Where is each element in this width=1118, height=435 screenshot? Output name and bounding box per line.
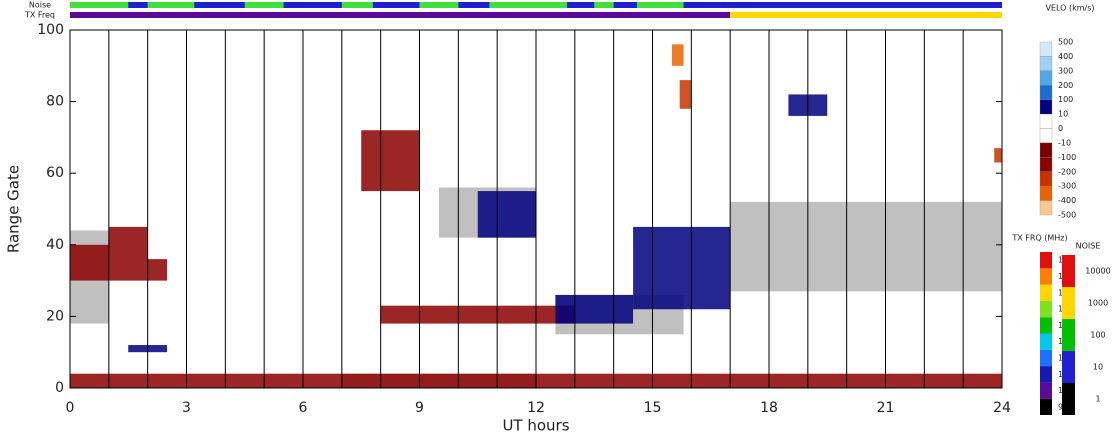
velo-tick-label: -500	[1058, 211, 1076, 220]
noise-swatch	[1062, 255, 1075, 287]
noise-highlight	[419, 2, 459, 8]
x-tick-label: 24	[993, 400, 1011, 416]
velocity-cell	[147, 259, 168, 281]
freq-swatch	[1040, 252, 1052, 269]
velo-swatch	[1039, 99, 1053, 115]
noise-tick-label: 1	[1095, 395, 1100, 404]
velo-tick-label: 200	[1058, 81, 1073, 90]
noise-bar-label: Noise	[29, 1, 51, 10]
noise-highlight	[636, 2, 684, 8]
noise-highlight	[341, 2, 373, 8]
velo-tick-label: -400	[1058, 196, 1076, 205]
x-tick-label: 18	[760, 400, 778, 416]
velo-swatch	[1039, 56, 1053, 71]
noise-swatch	[1062, 287, 1075, 319]
noise-swatch	[1062, 351, 1075, 383]
ground-scatter	[730, 201, 1002, 292]
velo-tick-label: -300	[1058, 182, 1076, 191]
noise-scale-title: NOISE	[1076, 242, 1101, 251]
freq-swatch	[1040, 333, 1052, 350]
velo-swatch	[1039, 70, 1053, 86]
noise-swatch	[1062, 383, 1075, 415]
x-tick-label: 21	[877, 400, 895, 416]
velo-swatch	[1039, 157, 1053, 172]
velo-scale-title: VELO (km/s)	[1045, 4, 1094, 13]
freq-swatch	[1040, 300, 1052, 318]
noise-swatch	[1062, 319, 1075, 351]
velo-tick-label: 100	[1058, 95, 1073, 104]
velocity-cell	[679, 80, 692, 109]
noise-highlight	[489, 2, 568, 8]
noise-tick-label: 10000	[1085, 267, 1110, 276]
noise-highlight	[147, 2, 195, 8]
x-tick-label: 3	[182, 400, 191, 416]
velo-swatch	[1039, 186, 1053, 201]
velocity-cell	[994, 148, 1002, 163]
freq-swatch	[1040, 284, 1052, 301]
velo-tick-label: 0	[1058, 124, 1063, 133]
velocity-cell	[477, 191, 536, 238]
x-tick-label: 15	[644, 400, 662, 416]
velo-swatch	[1039, 171, 1053, 187]
velo-swatch	[1039, 41, 1053, 57]
y-axis-title: Range Gate	[5, 165, 23, 253]
x-tick-label: 6	[299, 400, 308, 416]
velo-tick-label: -10	[1058, 138, 1071, 147]
noise-highlight	[594, 2, 614, 8]
y-tick-label: 40	[46, 237, 64, 253]
freq-scale-title: TX FRQ (MHz)	[1011, 234, 1067, 243]
velo-swatch	[1039, 142, 1053, 158]
freq-segment	[730, 12, 1002, 18]
velo-tick-label: 400	[1058, 52, 1073, 61]
y-tick-label: 0	[55, 380, 64, 396]
velo-tick-label: 500	[1058, 38, 1073, 47]
freq-swatch	[1040, 398, 1052, 415]
velo-swatch	[1039, 113, 1053, 129]
freq-swatch	[1040, 382, 1052, 399]
freq-swatch	[1040, 366, 1052, 383]
freq-swatch	[1040, 268, 1052, 285]
freq-swatch	[1040, 349, 1052, 367]
velocity-cell	[671, 44, 684, 66]
velo-tick-label: 300	[1058, 66, 1073, 75]
noise-tick-label: 100	[1090, 331, 1105, 340]
velocity-cell	[361, 130, 420, 192]
noise-tick-label: 10	[1093, 363, 1103, 372]
noise-tick-label: 1000	[1088, 299, 1108, 308]
velo-tick-label: 10	[1058, 110, 1068, 119]
freq-bar-label: TX Freq	[24, 11, 55, 20]
velo-swatch	[1039, 128, 1053, 144]
velocity-cell	[108, 226, 148, 281]
velo-swatch	[1039, 200, 1053, 216]
velo-swatch	[1039, 85, 1053, 100]
y-tick-label: 20	[46, 308, 64, 324]
x-tick-label: 0	[66, 400, 75, 416]
velocity-cell	[555, 294, 634, 324]
noise-highlight	[244, 2, 284, 8]
freq-swatch	[1040, 317, 1052, 334]
x-tick-label: 9	[415, 400, 424, 416]
noise-highlight	[70, 2, 129, 8]
y-tick-label: 80	[46, 94, 64, 110]
freq-segment	[70, 12, 731, 18]
velocity-cell	[633, 226, 731, 310]
x-tick-label: 12	[527, 400, 545, 416]
velocity-cell	[70, 244, 109, 281]
velo-tick-label: -100	[1058, 153, 1076, 162]
y-tick-label: 100	[37, 22, 64, 38]
freq-tick-label: 9	[1058, 402, 1063, 411]
x-axis-title: UT hours	[502, 417, 569, 435]
velocity-cell	[380, 305, 575, 324]
y-tick-label: 60	[46, 165, 64, 181]
velo-tick-label: -200	[1058, 167, 1076, 176]
